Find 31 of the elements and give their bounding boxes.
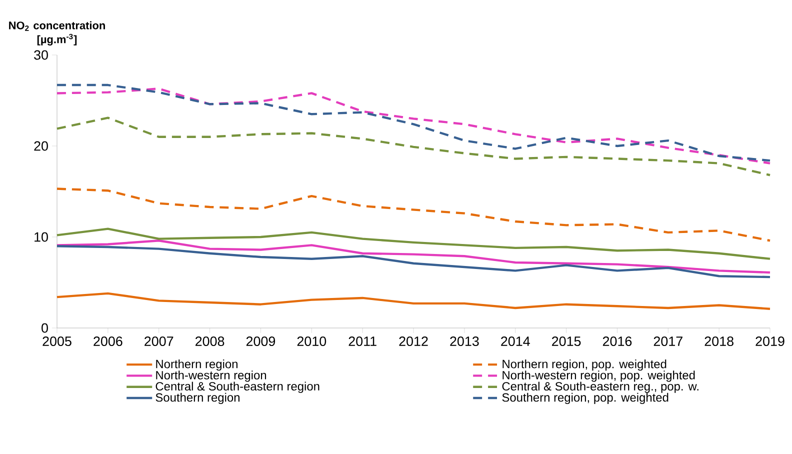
y-axis-title: NO$_{2}$ concentration [µg.m$^{-3}$] — [9, 21, 105, 46]
x-tick-label: 2009 — [246, 336, 276, 346]
y-tick-label: 30 — [34, 50, 48, 60]
legend-label: Central & South-eastern reg., pop. w. — [502, 382, 698, 393]
legend-label: Southern region — [156, 392, 240, 404]
x-tick-label: 2017 — [654, 336, 682, 346]
legend-label: Southern region, pop. weighted — [502, 392, 668, 404]
legend-label: North-western region — [156, 370, 266, 382]
x-tick-label: 2014 — [501, 336, 530, 346]
x-tick-label: 2007 — [144, 336, 174, 346]
x-tick-label: 2018 — [704, 336, 734, 346]
legend-label: Northern region, pop. weighted — [502, 359, 666, 371]
y-tick-label: 10 — [34, 232, 48, 242]
x-tick-label: 2015 — [552, 336, 581, 346]
line-series — [56, 240, 772, 274]
legend-label: Northern region — [156, 359, 238, 371]
x-tick-label: 2019 — [756, 336, 784, 346]
x-tick-label: 2010 — [297, 336, 326, 346]
x-tick-label: 2005 — [42, 336, 72, 346]
line-series — [56, 292, 772, 310]
x-tick-label: 2011 — [348, 336, 376, 346]
x-tick-label: 2012 — [399, 336, 428, 346]
y-tick-label: 0 — [42, 323, 48, 333]
x-tick-label: 2016 — [602, 336, 632, 346]
legend-label: North-western region, pop. weighted — [502, 370, 695, 382]
x-tick-label: 2013 — [450, 336, 479, 346]
legend-label: Central & South-eastern region — [156, 382, 320, 393]
x-tick-label: 2006 — [94, 336, 122, 346]
y-tick-label: 20 — [34, 141, 48, 151]
x-tick-label: 2008 — [196, 336, 224, 346]
line-series — [56, 116, 772, 176]
